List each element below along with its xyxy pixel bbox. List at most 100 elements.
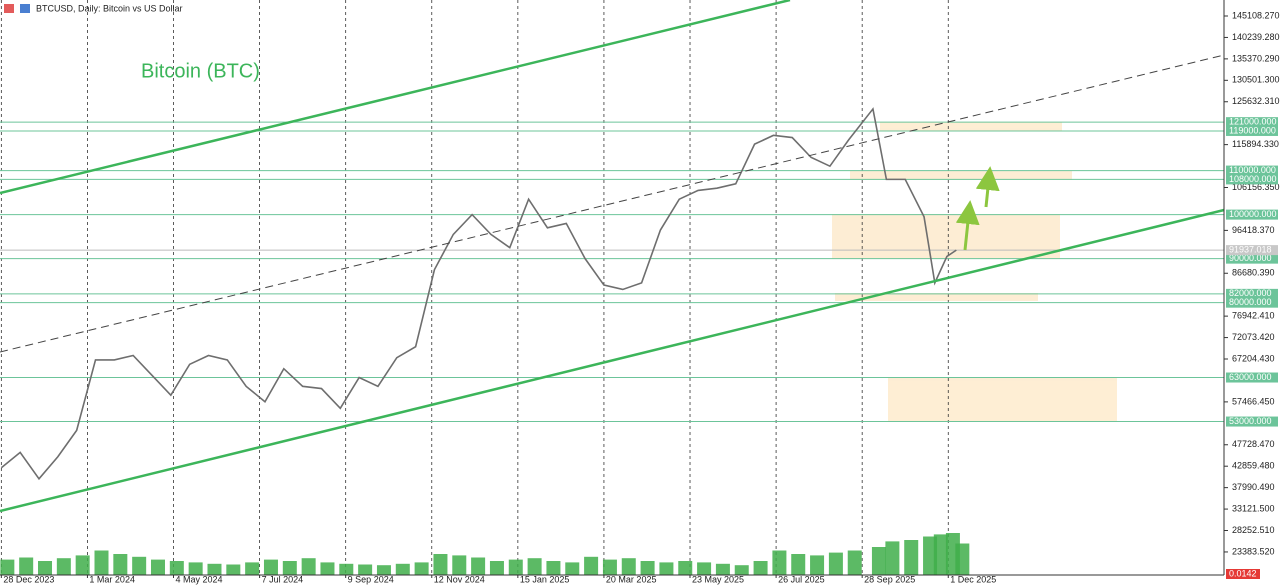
level-label-box: [1226, 297, 1278, 308]
volume-bar: [56, 558, 71, 575]
x-tick-label: 7 Jul 2024: [262, 574, 304, 584]
zones: [832, 122, 1117, 421]
volume-value-box: [1226, 569, 1260, 579]
level-label: 82000.000: [1229, 288, 1272, 298]
x-tick-label: 15 Jan 2025: [520, 574, 570, 584]
y-tick-label: 86680.390: [1232, 268, 1275, 278]
volume-bar: [565, 562, 580, 575]
volume-bar: [452, 555, 467, 575]
volume-bar: [320, 562, 335, 575]
level-label-box: [1226, 288, 1278, 299]
y-tick-label: 72073.420: [1232, 332, 1275, 342]
volume-bar: [933, 534, 948, 575]
level-label-box: [1226, 416, 1278, 427]
y-tick-label: 76942.410: [1232, 311, 1275, 321]
volume-bar: [753, 561, 768, 575]
volume-bar: [791, 554, 806, 575]
chart-title: BTCUSD, Daily: Bitcoin vs US Dollar: [36, 3, 183, 13]
level-label-box: [1226, 372, 1278, 383]
x-tick-label: 28 Dec 2023: [3, 574, 54, 584]
x-tick-label: 1 Dec 2025: [950, 574, 996, 584]
volume-bar: [527, 558, 542, 575]
volume-bar: [207, 563, 222, 575]
volume-bar: [358, 564, 373, 575]
x-tick-label: 4 May 2024: [176, 574, 223, 584]
x-tick-label: 28 Sep 2025: [864, 574, 915, 584]
y-tick-label: 115894.330: [1232, 139, 1279, 149]
y-tick-label: 47728.470: [1232, 439, 1275, 449]
volume-bar: [414, 562, 429, 575]
volume-bar: [188, 562, 203, 575]
channel-line: [0, 208, 1225, 513]
volume-bar: [885, 541, 900, 575]
x-tick-label: 9 Sep 2024: [348, 574, 394, 584]
grid: [0, 0, 949, 575]
level-label-box: [1226, 165, 1278, 176]
volume-bar: [697, 562, 712, 575]
trendlines: [0, 0, 1225, 513]
y-tick-label: 67204.430: [1232, 353, 1275, 363]
volume-bar: [75, 555, 90, 575]
volume-bar: [640, 561, 655, 575]
level-label: 108000.000: [1229, 174, 1277, 184]
level-label-box: [1226, 174, 1278, 185]
x-tick-label: 20 Mar 2025: [606, 574, 657, 584]
y-tick-label: 145108.270: [1232, 10, 1280, 20]
volume-bar: [471, 557, 486, 575]
volume-bar: [0, 559, 15, 575]
volume-bar: [263, 559, 278, 575]
volume-bar: [734, 565, 749, 575]
level-label-box: [1226, 117, 1278, 128]
last-price-label: 91937.018: [1229, 244, 1272, 254]
volume-bar: [847, 550, 862, 575]
y-tick-label: 23383.520: [1232, 546, 1275, 556]
volume-value: 0.0142: [1229, 568, 1257, 578]
volume-bar: [301, 558, 316, 575]
x-tick-label: 1 Mar 2024: [89, 574, 135, 584]
volume-bar: [433, 554, 448, 575]
volume-bar: [339, 563, 354, 575]
volume-bar: [602, 559, 617, 575]
volume-bar: [715, 563, 730, 575]
y-tick-label: 28252.510: [1232, 525, 1275, 535]
level-label-box: [1226, 125, 1278, 136]
level-label-box: [1226, 209, 1278, 220]
volume-bar: [621, 558, 636, 575]
channel-line: [0, 0, 791, 195]
volume-bar: [245, 562, 260, 575]
y-tick-label: 42859.480: [1232, 461, 1275, 471]
volume-bar: [508, 559, 523, 575]
level-label: 110000.000: [1229, 165, 1276, 175]
volume-bar: [489, 561, 504, 575]
arrow: [975, 166, 1000, 208]
zone: [832, 214, 1060, 259]
zone: [835, 293, 1038, 301]
y-tick-label: 140239.280: [1232, 32, 1280, 42]
zone: [888, 378, 1117, 421]
y-tick-label: 33121.500: [1232, 503, 1275, 513]
axes: 28 Dec 2023 1 Mar 2024 4 May 2024 7 Jul 202…: [0, 10, 1280, 584]
dashed-trendline: [0, 54, 1225, 353]
arrow: [955, 200, 980, 251]
volume-bar: [376, 565, 391, 575]
volume-bar: [546, 561, 561, 575]
volume-bar: [150, 559, 165, 575]
icon: [20, 4, 30, 13]
zone: [880, 122, 1062, 131]
level-label: 63000.000: [1229, 372, 1272, 382]
annotation: Bitcoin (BTC): [141, 60, 260, 82]
volume-bar: [772, 550, 787, 575]
volume-bar: [282, 561, 297, 575]
volume-bar: [38, 561, 53, 575]
price: [0, 107, 957, 481]
level-label: 90000.000: [1229, 253, 1272, 263]
level-label: 100000.000: [1229, 209, 1277, 219]
volume-bar: [904, 540, 919, 575]
volume-bar: [395, 563, 410, 575]
y-tick-label: 96418.370: [1232, 225, 1275, 235]
y-tick-label: 57466.450: [1232, 396, 1275, 406]
zone: [850, 171, 1072, 180]
volume-bar: [226, 564, 241, 575]
y-tick-label: 106156.350: [1232, 182, 1280, 192]
